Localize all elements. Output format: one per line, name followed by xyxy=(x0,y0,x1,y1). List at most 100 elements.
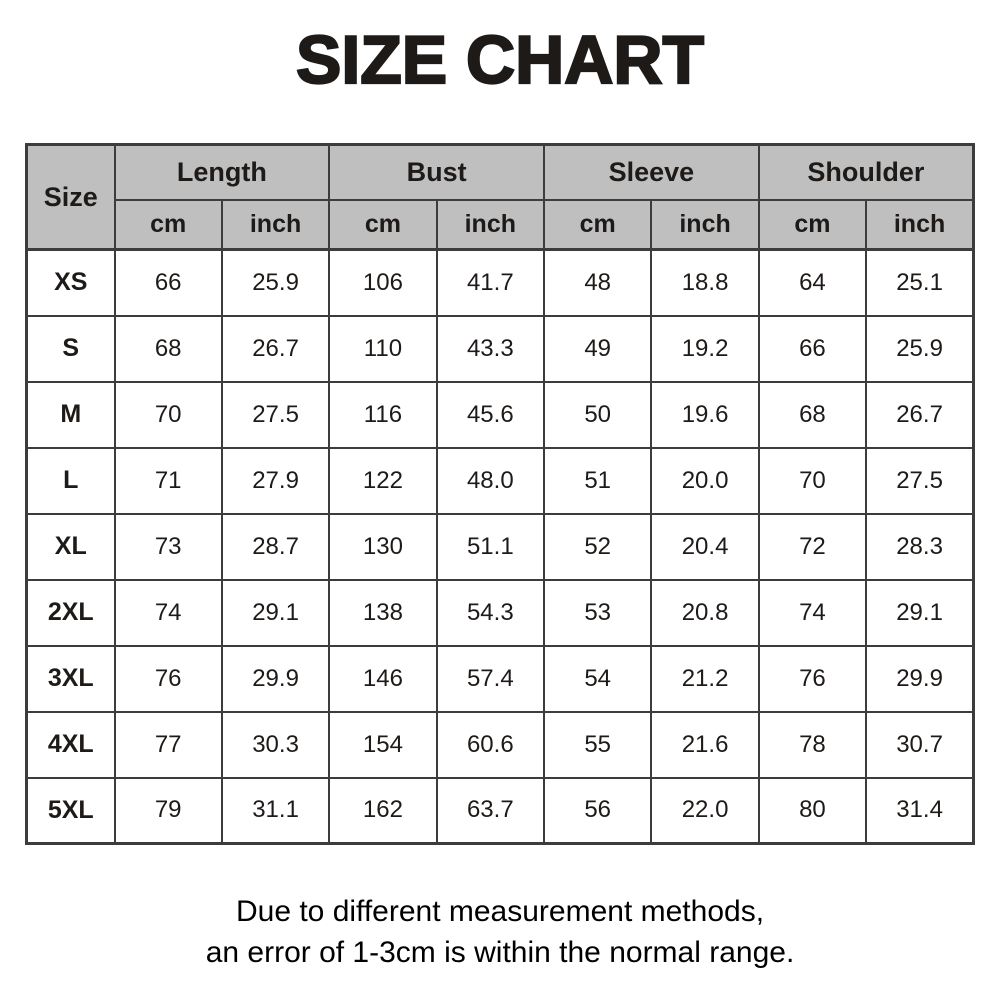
page-title: SIZE CHART xyxy=(295,22,705,98)
measurement-cell: 18.8 xyxy=(650,248,760,317)
table-row: 5XL 79 31.1 162 63.7 56 22.0 80 31.4 xyxy=(25,776,975,845)
measurement-note: Due to different measurement methods, an… xyxy=(0,892,1000,973)
column-header-shoulder: Shoulder xyxy=(757,143,975,201)
measurement-cell: 26.7 xyxy=(865,380,975,449)
measurement-cell: 29.9 xyxy=(865,644,975,713)
measurement-cell: 74 xyxy=(757,578,868,647)
measurement-cell: 63.7 xyxy=(435,776,546,845)
measurement-cell: 25.1 xyxy=(865,248,975,317)
column-header-size: Size xyxy=(25,143,116,251)
table-header: Size Length Bust Sleeve Shoulder cm inch… xyxy=(25,143,975,251)
column-header-bust: Bust xyxy=(328,143,545,201)
measurement-cell: 27.9 xyxy=(220,446,331,515)
measurement-cell: 130 xyxy=(328,512,438,581)
size-cell: 5XL xyxy=(25,776,116,845)
measurement-cell: 73 xyxy=(113,512,223,581)
unit-header-sleeve-cm: cm xyxy=(542,198,653,251)
measurement-cell: 48.0 xyxy=(435,446,546,515)
measurement-cell: 146 xyxy=(328,644,438,713)
measurement-cell: 30.3 xyxy=(220,710,331,779)
measurement-cell: 66 xyxy=(757,314,868,383)
unit-header-shoulder-inch: inch xyxy=(865,198,975,251)
measurement-cell: 49 xyxy=(542,314,653,383)
column-header-sleeve: Sleeve xyxy=(543,143,760,201)
table-row: XL 73 28.7 130 51.1 52 20.4 72 28.3 xyxy=(25,512,975,581)
measurement-cell: 76 xyxy=(757,644,868,713)
measurement-cell: 21.2 xyxy=(650,644,760,713)
measurement-cell: 79 xyxy=(113,776,223,845)
measurement-cell: 45.6 xyxy=(435,380,546,449)
measurement-cell: 80 xyxy=(757,776,868,845)
measurement-cell: 19.2 xyxy=(650,314,760,383)
header-unit-row: cm inch cm inch cm inch cm inch xyxy=(27,198,975,251)
measurement-cell: 76 xyxy=(113,644,223,713)
size-table-body: XS 66 25.9 106 41.7 48 18.8 64 25.1 S 68 26.7 110 43.… xyxy=(25,248,975,845)
measurement-cell: 66 xyxy=(113,248,223,317)
measurement-cell: 57.4 xyxy=(435,644,546,713)
table-row: 2XL 74 29.1 138 54.3 53 20.8 74 29.1 xyxy=(25,578,975,647)
measurement-cell: 54 xyxy=(542,644,653,713)
measurement-cell: 55 xyxy=(542,710,653,779)
measurement-cell: 29.1 xyxy=(220,578,331,647)
measurement-cell: 71 xyxy=(113,446,223,515)
measurement-cell: 70 xyxy=(757,446,868,515)
measurement-cell: 54.3 xyxy=(435,578,546,647)
unit-header-sleeve-inch: inch xyxy=(650,198,760,251)
measurement-cell: 162 xyxy=(328,776,438,845)
column-header-length: Length xyxy=(113,143,331,201)
measurement-cell: 20.0 xyxy=(650,446,760,515)
measurement-cell: 30.7 xyxy=(865,710,975,779)
size-cell: 2XL xyxy=(25,578,116,647)
unit-header-bust-inch: inch xyxy=(435,198,546,251)
measurement-cell: 31.4 xyxy=(865,776,975,845)
size-cell: S xyxy=(25,314,116,383)
measurement-cell: 52 xyxy=(542,512,653,581)
measurement-cell: 74 xyxy=(113,578,223,647)
unit-header-shoulder-cm: cm xyxy=(757,198,868,251)
measurement-cell: 77 xyxy=(113,710,223,779)
measurement-cell: 22.0 xyxy=(650,776,760,845)
note-line-2: an error of 1-3cm is within the normal r… xyxy=(205,935,795,969)
measurement-cell: 31.1 xyxy=(220,776,331,845)
size-chart-table: Size Length Bust Sleeve Shoulder cm inch… xyxy=(25,143,975,845)
size-cell: 3XL xyxy=(25,644,116,713)
table-row: M 70 27.5 116 45.6 50 19.6 68 26.7 xyxy=(25,380,975,449)
measurement-cell: 51.1 xyxy=(435,512,546,581)
measurement-cell: 27.5 xyxy=(220,380,331,449)
measurement-cell: 20.4 xyxy=(650,512,760,581)
table-row: S 68 26.7 110 43.3 49 19.2 66 25.9 xyxy=(25,314,975,383)
table-row: 3XL 76 29.9 146 57.4 54 21.2 76 29.9 xyxy=(25,644,975,713)
unit-header-length-cm: cm xyxy=(113,198,223,251)
measurement-cell: 110 xyxy=(328,314,438,383)
measurement-cell: 51 xyxy=(542,446,653,515)
measurement-cell: 78 xyxy=(757,710,868,779)
measurement-cell: 43.3 xyxy=(435,314,546,383)
measurement-cell: 68 xyxy=(113,314,223,383)
table-row: 4XL 77 30.3 154 60.6 55 21.6 78 30.7 xyxy=(25,710,975,779)
measurement-cell: 21.6 xyxy=(650,710,760,779)
measurement-cell: 19.6 xyxy=(650,380,760,449)
header-group-row: Size Length Bust Sleeve Shoulder xyxy=(25,143,975,251)
measurement-cell: 56 xyxy=(542,776,653,845)
table-row: L 71 27.9 122 48.0 51 20.0 70 27.5 xyxy=(25,446,975,515)
measurement-cell: 122 xyxy=(328,446,438,515)
measurement-cell: 60.6 xyxy=(435,710,546,779)
measurement-cell: 27.5 xyxy=(865,446,975,515)
measurement-cell: 154 xyxy=(328,710,438,779)
measurement-cell: 53 xyxy=(542,578,653,647)
size-cell: L xyxy=(25,446,116,515)
unit-header-bust-cm: cm xyxy=(328,198,438,251)
note-line-1: Due to different measurement methods, xyxy=(235,895,765,928)
size-cell: XS xyxy=(25,248,116,317)
measurement-cell: 72 xyxy=(757,512,868,581)
measurement-cell: 25.9 xyxy=(220,248,331,317)
size-cell: 4XL xyxy=(25,710,116,779)
size-cell: XL xyxy=(25,512,116,581)
measurement-cell: 20.8 xyxy=(650,578,760,647)
measurement-cell: 29.1 xyxy=(865,578,975,647)
size-cell: M xyxy=(25,380,116,449)
table-row: XS 66 25.9 106 41.7 48 18.8 64 25.1 xyxy=(25,248,975,317)
measurement-cell: 50 xyxy=(542,380,653,449)
measurement-cell: 41.7 xyxy=(435,248,546,317)
